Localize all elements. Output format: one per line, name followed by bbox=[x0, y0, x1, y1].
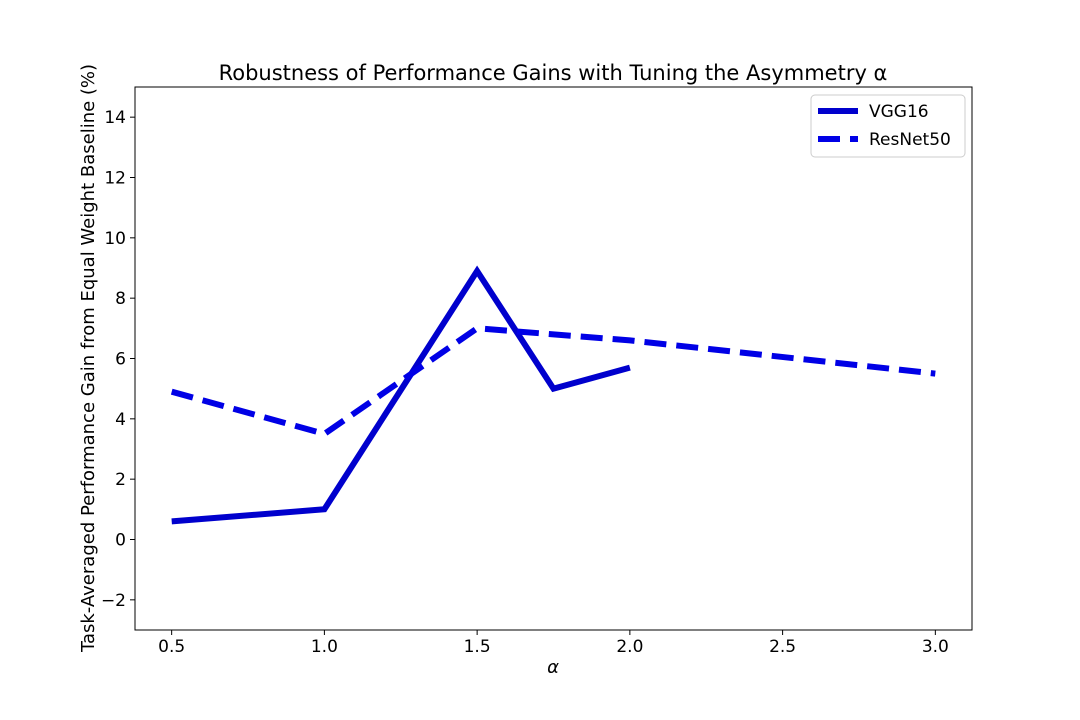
y-tick-label: 14 bbox=[104, 108, 126, 128]
legend-label-resnet50: ResNet50 bbox=[869, 130, 951, 150]
y-tick-label: 12 bbox=[104, 169, 126, 189]
x-tick-label: 0.5 bbox=[158, 637, 185, 657]
y-tick-label: 2 bbox=[115, 470, 126, 490]
y-axis-ticks: −2 0 2 4 6 8 10 12 14 bbox=[101, 108, 135, 611]
series-line-vgg16 bbox=[171, 265, 631, 525]
y-tick-label: 8 bbox=[115, 289, 126, 309]
y-tick-label: 6 bbox=[115, 350, 126, 370]
plot-area-frame bbox=[134, 86, 973, 631]
series-line-resnet50 bbox=[170, 325, 936, 438]
legend: VGG16 ResNet50 bbox=[810, 94, 966, 158]
y-axis-label: Task-Averaged Performance Gain from Equa… bbox=[78, 64, 99, 653]
x-tick-label: 2.5 bbox=[769, 637, 796, 657]
chart-title: Robustness of Performance Gains with Tun… bbox=[219, 61, 888, 85]
x-axis-ticks: 0.5 1.0 1.5 2.0 2.5 3.0 bbox=[158, 630, 949, 657]
y-tick-label: −2 bbox=[101, 591, 126, 611]
series-layer bbox=[170, 265, 936, 525]
y-tick-label: 0 bbox=[115, 531, 126, 551]
x-axis-label: α bbox=[547, 657, 559, 678]
y-tick-label: 10 bbox=[104, 229, 126, 249]
x-tick-label: 1.5 bbox=[464, 637, 491, 657]
x-tick-label: 3.0 bbox=[922, 637, 949, 657]
x-tick-label: 1.0 bbox=[311, 637, 338, 657]
legend-label-vgg16: VGG16 bbox=[869, 102, 929, 122]
x-tick-label: 2.0 bbox=[616, 637, 643, 657]
y-tick-label: 4 bbox=[115, 410, 126, 430]
